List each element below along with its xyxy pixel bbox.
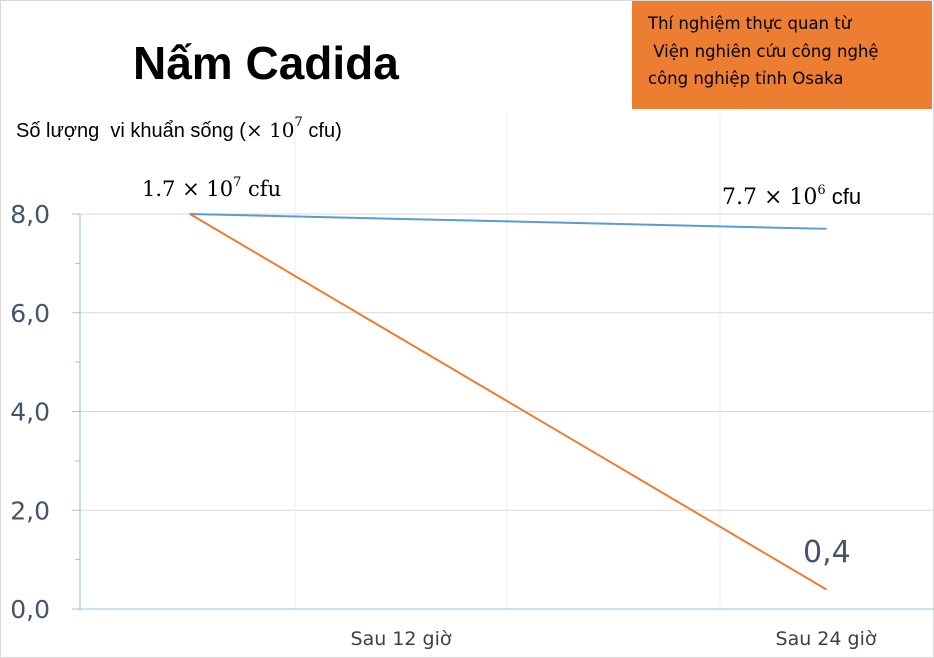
y-axis-title: Số lượng vi khuẩn sống (× 107 cfu): [16, 115, 342, 143]
annotation-end-blue-exponent: 6: [817, 182, 826, 198]
source-note: Thí nghiệm thực quan từ Viện nghiên cứu …: [632, 1, 932, 109]
annotation-end-blue-mantissa: 7.7 × 10: [722, 185, 818, 210]
y-axis-title-times: × 10: [245, 118, 295, 142]
annotation-start-exponent: 7: [233, 175, 242, 190]
y-tick-label: 6,0: [10, 299, 50, 328]
y-axis-title-suffix: cfu): [302, 120, 342, 142]
series-2-point: [189, 213, 191, 215]
y-tick-label: 8,0: [10, 200, 50, 229]
x-tick-label: Sau 24 giờ: [776, 628, 877, 650]
annotation-start: 1.7 × 107 cfu: [142, 175, 282, 201]
series-line-2: [189, 213, 827, 591]
series-1-point: [825, 228, 827, 230]
axes: [72, 213, 934, 611]
annotation-end-blue-unit: cfu: [825, 184, 862, 209]
source-note-line: công nghiệp tỉnh Osaka: [648, 69, 844, 88]
annotation-end-orange: 0,4: [803, 535, 851, 570]
y-axis-title-exponent: 7: [294, 115, 303, 131]
series-lines: [189, 213, 827, 591]
series-line-1: [189, 213, 827, 230]
tick-labels: 0,0 2,0 4,0 6,0 8,0 Sau 12 giờ Sau 24 giờ: [10, 200, 877, 650]
annotation-end-blue: 7.7 × 106 cfu: [722, 182, 862, 210]
series-2-point: [825, 588, 827, 591]
source-note-line: Viện nghiên cứu công nghệ: [648, 41, 879, 61]
x-tick-label: Sau 12 giờ: [351, 628, 452, 650]
y-axis-title-prefix: Số lượng vi khuẩn sống (: [16, 120, 246, 142]
y-tick-label: 4,0: [10, 398, 50, 427]
annotation-start-mantissa: 1.7 × 10: [142, 177, 234, 201]
y-tick-label: 0,0: [10, 595, 50, 624]
source-note-line: Thí nghiệm thực quan từ: [648, 14, 852, 33]
y-tick-label: 2,0: [10, 496, 50, 525]
chart-title: Nấm Cadida: [133, 37, 399, 89]
annotation-start-unit: cfu: [241, 177, 282, 201]
